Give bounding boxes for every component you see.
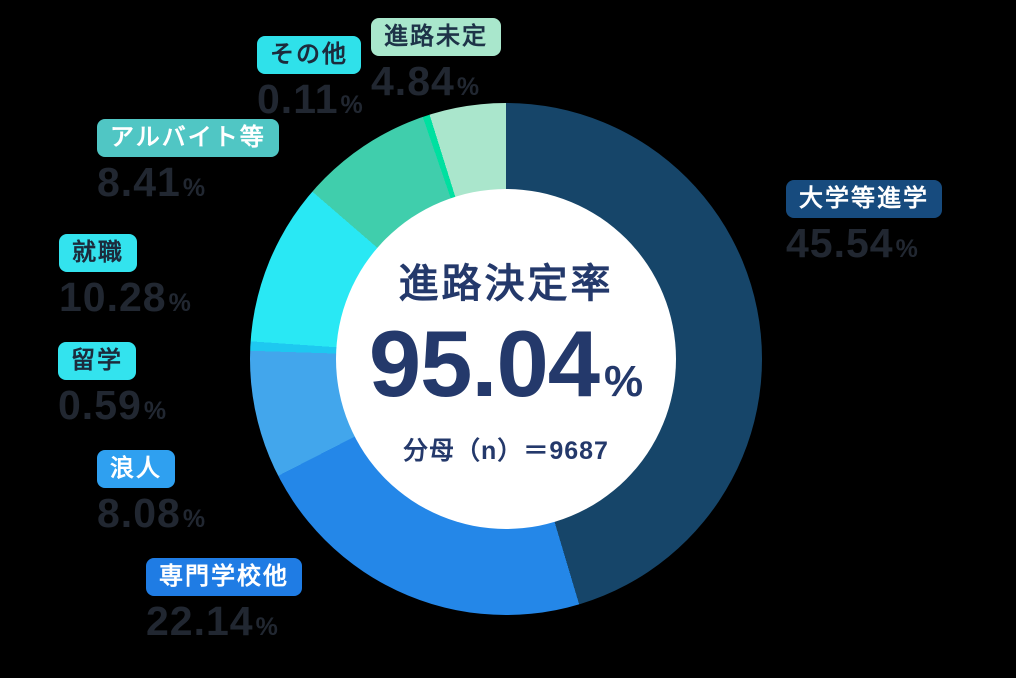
category-percent: 45.54% [786, 219, 942, 266]
category-tag: 進路未定 [371, 18, 501, 56]
center-value-number: 95.04 [368, 311, 600, 416]
percent-unit: % [895, 234, 918, 263]
label-group-university: 大学等進学 45.54% [786, 180, 942, 264]
category-tag: 浪人 [97, 450, 175, 488]
category-percent: 10.28% [59, 273, 191, 320]
percent-unit: % [182, 173, 206, 202]
center-value: 95.04% [369, 317, 643, 411]
center-denominator: 分母（n）＝9687 [403, 437, 609, 465]
percent-number: 22.14 [146, 597, 254, 644]
label-group-ronin: 浪人 8.08% [97, 450, 205, 534]
category-percent: 8.41% [97, 158, 279, 205]
percent-number: 0.59 [58, 381, 142, 428]
percent-unit: % [255, 612, 278, 641]
category-percent: 4.84% [371, 57, 501, 104]
label-group-undecided: 進路未定 4.84% [371, 18, 501, 102]
label-group-other: その他 0.11% [257, 36, 363, 120]
center-title: 進路決定率 [398, 262, 614, 306]
percent-number: 0.11 [257, 75, 339, 122]
category-tag: 専門学校他 [146, 558, 302, 596]
percent-number: 10.28 [59, 273, 167, 320]
percent-unit: % [456, 72, 480, 101]
donut-chart: 進路決定率 95.04% 分母（n）＝9687 [250, 103, 762, 615]
category-percent: 0.59% [58, 381, 167, 428]
percent-unit: % [168, 288, 191, 317]
category-percent: 0.11% [257, 75, 363, 122]
label-group-vocational-school: 専門学校他 22.14% [146, 558, 302, 642]
category-tag: 就職 [59, 234, 137, 272]
category-tag: 大学等進学 [786, 180, 942, 218]
label-group-part-time: アルバイト等 8.41% [97, 119, 279, 203]
donut-center: 進路決定率 95.04% 分母（n）＝9687 [336, 189, 676, 529]
label-group-study-abroad: 留学 0.59% [58, 342, 166, 426]
percent-number: 4.84 [371, 57, 455, 104]
percent-unit: % [182, 504, 206, 533]
category-tag: その他 [257, 36, 361, 74]
category-tag: アルバイト等 [97, 119, 279, 157]
percent-number: 8.08 [97, 489, 181, 536]
percent-number: 45.54 [786, 219, 894, 266]
category-percent: 8.08% [97, 489, 206, 536]
percent-unit: % [340, 90, 363, 119]
label-group-employment: 就職 10.28% [59, 234, 191, 318]
percent-unit: % [143, 396, 167, 425]
percent-number: 8.41 [97, 158, 181, 205]
category-tag: 留学 [58, 342, 136, 380]
category-percent: 22.14% [146, 597, 302, 644]
center-value-unit: % [604, 357, 644, 406]
